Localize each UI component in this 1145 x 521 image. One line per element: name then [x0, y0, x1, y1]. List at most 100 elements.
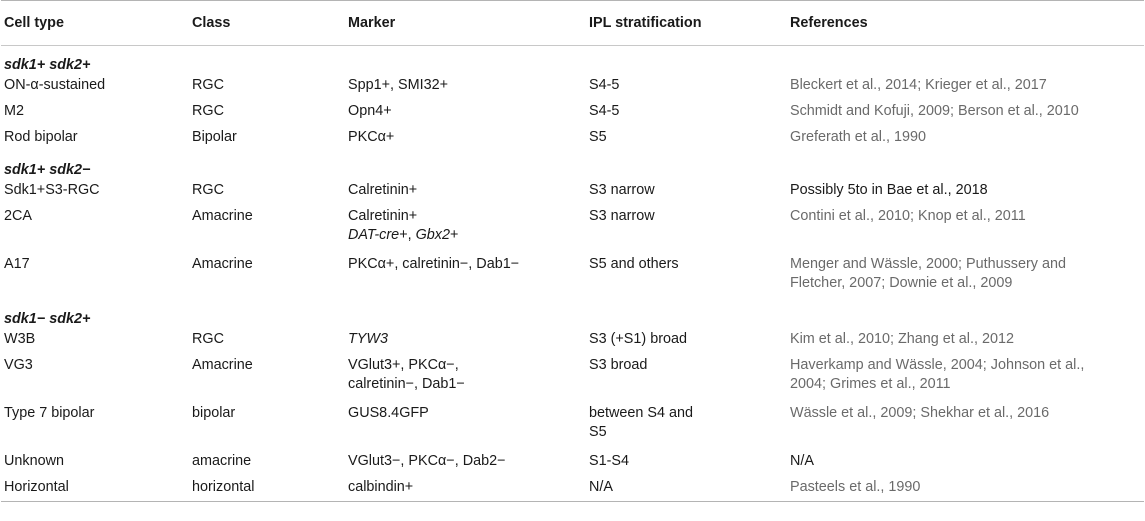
ipl-line: S3 narrow: [589, 208, 655, 224]
marker-text: calretinin−, Dab1−: [348, 376, 465, 392]
cell-class: Amacrine: [192, 357, 253, 373]
ipl-line: S1-S4: [589, 453, 629, 469]
cell-type: VG3: [4, 357, 33, 373]
ipl-line: S5: [589, 129, 607, 145]
reference-line: Schmidt and Kofuji, 2009; Berson et al.,…: [790, 103, 1079, 119]
cell-ipl: S4-5: [589, 102, 790, 121]
cell-type: 2CA: [4, 208, 32, 224]
marker-line: calbindin+: [348, 478, 589, 497]
header-class: Class: [192, 14, 231, 31]
cell-marker: Opn4+: [348, 102, 589, 121]
cell-marker: PKCα+: [348, 128, 589, 147]
cell-ipl: S1-S4: [589, 452, 790, 471]
marker-text: PKCα+, calretinin−, Dab1−: [348, 256, 520, 272]
cell-type: Rod bipolar: [4, 129, 78, 145]
header-references: References: [790, 14, 868, 31]
header-cell-type: Cell type: [4, 14, 64, 31]
group-header-row: sdk1+ sdk2−: [1, 151, 1144, 178]
reference-line: Possibly 5to in Bae et al., 2018: [790, 182, 988, 198]
table-row: VG3 Amacrine VGlut3+, PKCα−, calretinin−, D…: [1, 353, 1144, 401]
cell-class: RGC: [192, 103, 224, 119]
group-label: sdk1− sdk2+: [4, 311, 91, 327]
marker-text: PKCα+: [348, 129, 395, 145]
reference-line: Haverkamp and Wässle, 2004; Johnson et a…: [790, 357, 1085, 373]
group-header-row: sdk1− sdk2+: [1, 300, 1144, 327]
ipl-line: between S4 and: [589, 405, 694, 421]
table-bottom-rule: [1, 501, 1144, 502]
marker-text: VGlut3−, PKCα−, Dab2−: [348, 453, 506, 469]
reference-line: Fletcher, 2007; Downie et al., 2009: [790, 275, 1013, 291]
marker-text: Calretinin+: [348, 208, 418, 224]
table-row: ON-α-sustained RGC Spp1+, SMI32+ S4-5 Blecke…: [1, 73, 1144, 99]
marker-text: Spp1+, SMI32+: [348, 77, 449, 93]
cell-references: Possibly 5to in Bae et al., 2018: [790, 181, 1130, 200]
marker-line: Calretinin+: [348, 207, 589, 226]
cell-class: RGC: [192, 182, 224, 198]
group-label: sdk1+ sdk2−: [4, 162, 91, 178]
header-ipl-stratification: IPL stratification: [589, 14, 702, 31]
cell-references: Schmidt and Kofuji, 2009; Berson et al.,…: [790, 102, 1130, 121]
marker-line: GUS8.4GFP: [348, 404, 589, 423]
table-body: sdk1+ sdk2+ ON-α-sustained RGC Spp1+, SMI32…: [1, 46, 1144, 501]
marker-gene-italic: DAT-cre: [348, 227, 400, 243]
cell-references: Menger and Wässle, 2000; Puthussery and F…: [790, 255, 1130, 293]
table-row: Type 7 bipolar bipolar GUS8.4GFP between S4…: [1, 401, 1144, 449]
cell-class: Amacrine: [192, 208, 253, 224]
data-table: Cell type Class Marker IPL stratificatio…: [1, 0, 1144, 502]
ipl-line: S3 (+S1) broad: [589, 331, 687, 347]
cell-class: Bipolar: [192, 129, 237, 145]
marker-line: VGlut3−, PKCα−, Dab2−: [348, 452, 589, 471]
reference-line: Contini et al., 2010; Knop et al., 2011: [790, 208, 1026, 224]
cell-marker: VGlut3−, PKCα−, Dab2−: [348, 452, 589, 471]
cell-class: RGC: [192, 77, 224, 93]
cell-marker: Calretinin+ DAT-cre+, Gbx2+: [348, 207, 589, 245]
marker-text: calbindin+: [348, 479, 414, 495]
marker-line: TYW3: [348, 330, 589, 349]
cell-type: ON-α-sustained: [4, 77, 106, 93]
marker-line: calretinin−, Dab1−: [348, 375, 589, 394]
cell-class: amacrine: [192, 453, 252, 469]
table-row: W3B RGC TYW3 S3 (+S1) broad Kim et al., 2010…: [1, 327, 1144, 353]
marker-text: VGlut3+, PKCα−,: [348, 357, 459, 373]
marker-gene-italic: Gbx2: [415, 227, 450, 243]
marker-line: Spp1+, SMI32+: [348, 76, 589, 95]
reference-line: Menger and Wässle, 2000; Puthussery and: [790, 256, 1066, 272]
cell-marker: Calretinin+: [348, 181, 589, 200]
cell-references: Pasteels et al., 1990: [790, 478, 1130, 497]
reference-line: N/A: [790, 453, 814, 469]
ipl-line: S4-5: [589, 103, 620, 119]
cell-class: RGC: [192, 331, 224, 347]
header-rule: [1, 45, 1144, 46]
ipl-line: S5: [589, 424, 607, 440]
table-top-rule: [1, 0, 1144, 1]
reference-line: Greferath et al., 1990: [790, 129, 926, 145]
marker-gene-italic: TYW3: [348, 331, 388, 347]
cell-ipl: between S4 and S5: [589, 404, 790, 442]
marker-text: GUS8.4GFP: [348, 405, 429, 421]
cell-references: Bleckert et al., 2014; Krieger et al., 2…: [790, 76, 1130, 95]
ipl-line: S3 broad: [589, 357, 648, 373]
cell-ipl: N/A: [589, 478, 790, 497]
cell-references: Haverkamp and Wässle, 2004; Johnson et a…: [790, 356, 1130, 394]
cell-marker: Spp1+, SMI32+: [348, 76, 589, 95]
cell-ipl: S4-5: [589, 76, 790, 95]
cell-ipl: S5: [589, 128, 790, 147]
marker-line: Opn4+: [348, 102, 589, 121]
reference-line: 2004; Grimes et al., 2011: [790, 376, 951, 392]
cell-references: N/A: [790, 452, 1130, 471]
cell-type: Horizontal: [4, 479, 69, 495]
cell-marker: PKCα+, calretinin−, Dab1−: [348, 255, 589, 274]
group-label: sdk1+ sdk2+: [4, 57, 91, 73]
cell-references: Wässle et al., 2009; Shekhar et al., 201…: [790, 404, 1130, 423]
cell-ipl: S3 (+S1) broad: [589, 330, 790, 349]
cell-type: Type 7 bipolar: [4, 405, 95, 421]
marker-text: +,: [399, 227, 416, 243]
reference-line: Wässle et al., 2009; Shekhar et al., 201…: [790, 405, 1050, 421]
reference-line: Bleckert et al., 2014; Krieger et al., 2…: [790, 77, 1047, 93]
cell-marker: VGlut3+, PKCα−, calretinin−, Dab1−: [348, 356, 589, 394]
table-row: M2 RGC Opn4+ S4-5 Schmidt and Kofuji, 2009; …: [1, 99, 1144, 125]
cell-type: A17: [4, 256, 30, 272]
table-row: Rod bipolar Bipolar PKCα+ S5 Greferath et al…: [1, 125, 1144, 151]
marker-line: VGlut3+, PKCα−,: [348, 356, 589, 375]
marker-line: Calretinin+: [348, 181, 589, 200]
